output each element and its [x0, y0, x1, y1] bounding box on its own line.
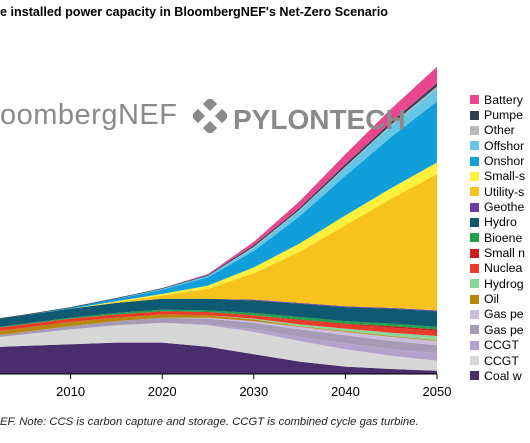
area-series-14: [0, 101, 437, 319]
legend-item: Hydro: [470, 215, 530, 230]
bloombergnef-watermark: oombergNEF: [0, 99, 178, 131]
legend-item: Onshor: [470, 153, 530, 168]
x-tick-label: 2040: [331, 384, 360, 399]
area-series-9: [0, 309, 437, 330]
legend-swatch: [470, 202, 479, 212]
legend-item: Gas pe: [470, 307, 530, 322]
area-series-3: [0, 317, 437, 354]
legend-label: Hydrog: [484, 276, 524, 291]
legend-swatch: [470, 171, 479, 181]
area-series-7: [0, 311, 437, 336]
x-tick-label: 2020: [148, 384, 177, 399]
legend-item: Small n: [470, 245, 530, 260]
pylontech-logo-icon: [190, 96, 230, 141]
chart-title: e installed power capacity in BloombergN…: [0, 5, 388, 19]
x-axis-ticks: 2010 2020 2030 2040 2050: [56, 374, 451, 399]
legend-label: Small-s: [484, 169, 525, 184]
legend-item: Bioene: [470, 230, 530, 245]
legend-label: Battery: [484, 92, 523, 107]
x-tick-label: 2030: [239, 384, 268, 399]
legend-label: Bioene: [484, 230, 523, 245]
legend-swatch: [470, 156, 479, 166]
area-series-18: [0, 66, 437, 319]
legend-label: Oil: [484, 292, 500, 307]
area-series-group: [0, 66, 437, 374]
legend-label: CCGT: [484, 353, 519, 368]
legend-item: Pumpe: [470, 107, 530, 122]
legend-label: Offshor: [484, 138, 525, 153]
legend-item: Nuclea: [470, 261, 530, 276]
legend-item: CCGT: [470, 353, 530, 368]
legend-swatch: [470, 325, 479, 335]
legend-label: Other: [484, 123, 515, 138]
area-series-12: [0, 174, 437, 319]
legend-label: Coal w: [484, 368, 522, 383]
legend-item: Battery: [470, 92, 530, 107]
legend-swatch: [470, 279, 479, 289]
legend-label: Hydro: [484, 215, 517, 230]
legend-item: Other: [470, 123, 530, 138]
legend-swatch: [470, 309, 479, 319]
legend-label: Gas pe: [484, 307, 524, 322]
legend-label: Utility-s: [484, 184, 525, 199]
legend-item: Offshor: [470, 138, 530, 153]
legend-swatch: [470, 217, 479, 227]
legend-label: Pumpe: [484, 108, 523, 123]
area-series-0: [0, 342, 437, 374]
x-tick-label: 2010: [56, 384, 85, 399]
legend-swatch: [470, 340, 479, 350]
legend-swatch: [470, 141, 479, 151]
legend-item: Gas pe: [470, 322, 530, 337]
legend-item: Utility-s: [470, 184, 530, 199]
pylontech-wordmark: PYLONTECH: [233, 104, 406, 135]
legend-swatch: [470, 95, 479, 105]
legend-label: Geothe: [484, 200, 525, 215]
area-series-10: [0, 298, 437, 327]
legend-item: Coal w: [470, 368, 530, 383]
area-series-1: [0, 322, 437, 371]
legend-swatch: [470, 233, 479, 243]
legend-item: Geothe: [470, 199, 530, 214]
legend-label: Gas pe: [484, 322, 524, 337]
legend-swatch: [470, 248, 479, 258]
legend-item: Small-s: [470, 169, 530, 184]
x-tick-label: 2050: [423, 384, 452, 399]
legend: Battery Pumpe Other Offshor Onshor Small-s Uti…: [470, 92, 530, 384]
pylontech-watermark: PYLONTECH: [190, 96, 406, 141]
legend-label: CCGT: [484, 338, 519, 353]
legend-item: CCGT: [470, 338, 530, 353]
area-series-5: [0, 314, 437, 341]
legend-swatch: [470, 371, 479, 381]
legend-label: Nuclea: [484, 261, 523, 276]
footnote: EF. Note: CCS is carbon capture and stor…: [0, 416, 419, 428]
legend-item: Oil: [470, 291, 530, 306]
legend-swatch: [470, 263, 479, 273]
legend-swatch: [470, 125, 479, 135]
legend-swatch: [470, 110, 479, 120]
legend-swatch: [470, 356, 479, 366]
legend-label: Onshor: [484, 154, 525, 169]
legend-item: Hydrog: [470, 276, 530, 291]
legend-swatch: [470, 294, 479, 304]
legend-swatch: [470, 187, 479, 197]
legend-label: Small n: [484, 246, 526, 261]
